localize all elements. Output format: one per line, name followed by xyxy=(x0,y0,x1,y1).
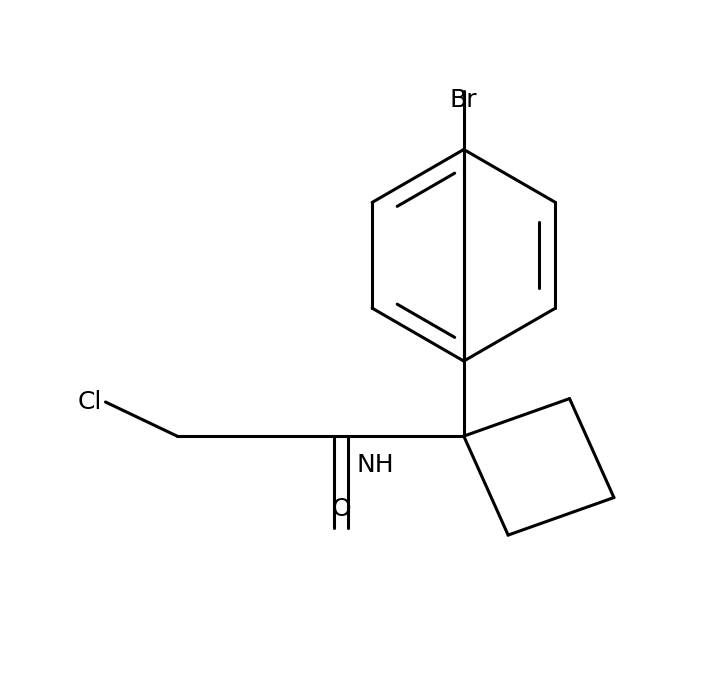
Text: NH: NH xyxy=(357,453,394,477)
Text: Cl: Cl xyxy=(78,390,102,414)
Text: O: O xyxy=(331,497,351,522)
Text: Br: Br xyxy=(450,88,478,112)
